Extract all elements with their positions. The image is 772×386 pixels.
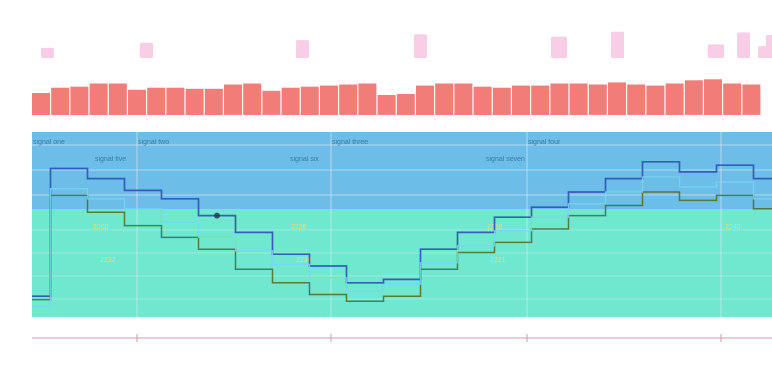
annotation-value: 2221 xyxy=(490,257,506,264)
bar xyxy=(262,90,281,115)
bar xyxy=(665,83,684,115)
bar xyxy=(492,87,511,115)
marker-block xyxy=(41,47,54,58)
bar xyxy=(435,83,454,115)
marker-block xyxy=(737,32,750,58)
bar xyxy=(204,88,223,116)
bar xyxy=(396,94,415,115)
marker-block xyxy=(766,35,772,58)
bar xyxy=(224,84,242,115)
bar xyxy=(512,85,530,115)
marker-block xyxy=(611,31,624,58)
marker-block xyxy=(708,44,724,58)
bar xyxy=(569,83,588,115)
series-line xyxy=(32,160,772,298)
data-point xyxy=(214,212,220,219)
bar xyxy=(416,85,434,115)
bar xyxy=(454,83,473,115)
bar xyxy=(723,83,742,115)
bar xyxy=(684,80,703,115)
bar-strip xyxy=(32,79,761,116)
bar xyxy=(128,89,146,115)
bar xyxy=(473,86,492,116)
annotation-label: signal one xyxy=(33,139,65,146)
bar xyxy=(243,83,262,115)
bar xyxy=(646,85,665,115)
bar xyxy=(281,87,300,115)
annotation-value: 2232 xyxy=(100,257,116,264)
bar xyxy=(704,79,722,115)
bar xyxy=(320,85,338,115)
bar xyxy=(531,85,550,115)
annotation-label: signal six xyxy=(290,156,319,163)
marker-block xyxy=(140,42,153,58)
grid xyxy=(32,132,772,317)
annotation-label: signal five xyxy=(95,156,126,163)
annotation-value: 2230 xyxy=(296,257,312,264)
bar xyxy=(627,84,646,115)
series-line xyxy=(32,176,772,307)
bar xyxy=(89,83,108,115)
bar xyxy=(358,83,377,115)
bar xyxy=(51,87,70,115)
bar xyxy=(588,84,607,115)
marker-block xyxy=(414,34,427,58)
bar xyxy=(377,95,396,115)
background-bands xyxy=(32,132,772,317)
bar xyxy=(147,87,166,115)
bar xyxy=(300,86,319,116)
bar xyxy=(550,83,569,115)
bar xyxy=(608,82,626,115)
bar xyxy=(339,84,358,115)
annotation-label: signal two xyxy=(138,139,169,146)
bar xyxy=(70,86,89,116)
marker-block xyxy=(551,36,567,59)
bar xyxy=(185,88,204,116)
bar xyxy=(166,87,185,115)
marker-block xyxy=(296,40,309,58)
bar xyxy=(742,84,761,115)
marker-strip xyxy=(41,31,772,59)
annotation-value: 2240 xyxy=(725,224,741,231)
annotation-label: signal four xyxy=(528,139,561,146)
annotation-value: 2260 xyxy=(93,224,109,231)
annotation-label: signal three xyxy=(332,139,368,146)
bar xyxy=(32,93,50,116)
x-axis xyxy=(32,334,772,342)
annotation-label: signal seven xyxy=(486,156,525,163)
series-layer xyxy=(32,160,772,307)
bar xyxy=(108,83,127,115)
annotation-value: 2236 xyxy=(291,224,307,231)
